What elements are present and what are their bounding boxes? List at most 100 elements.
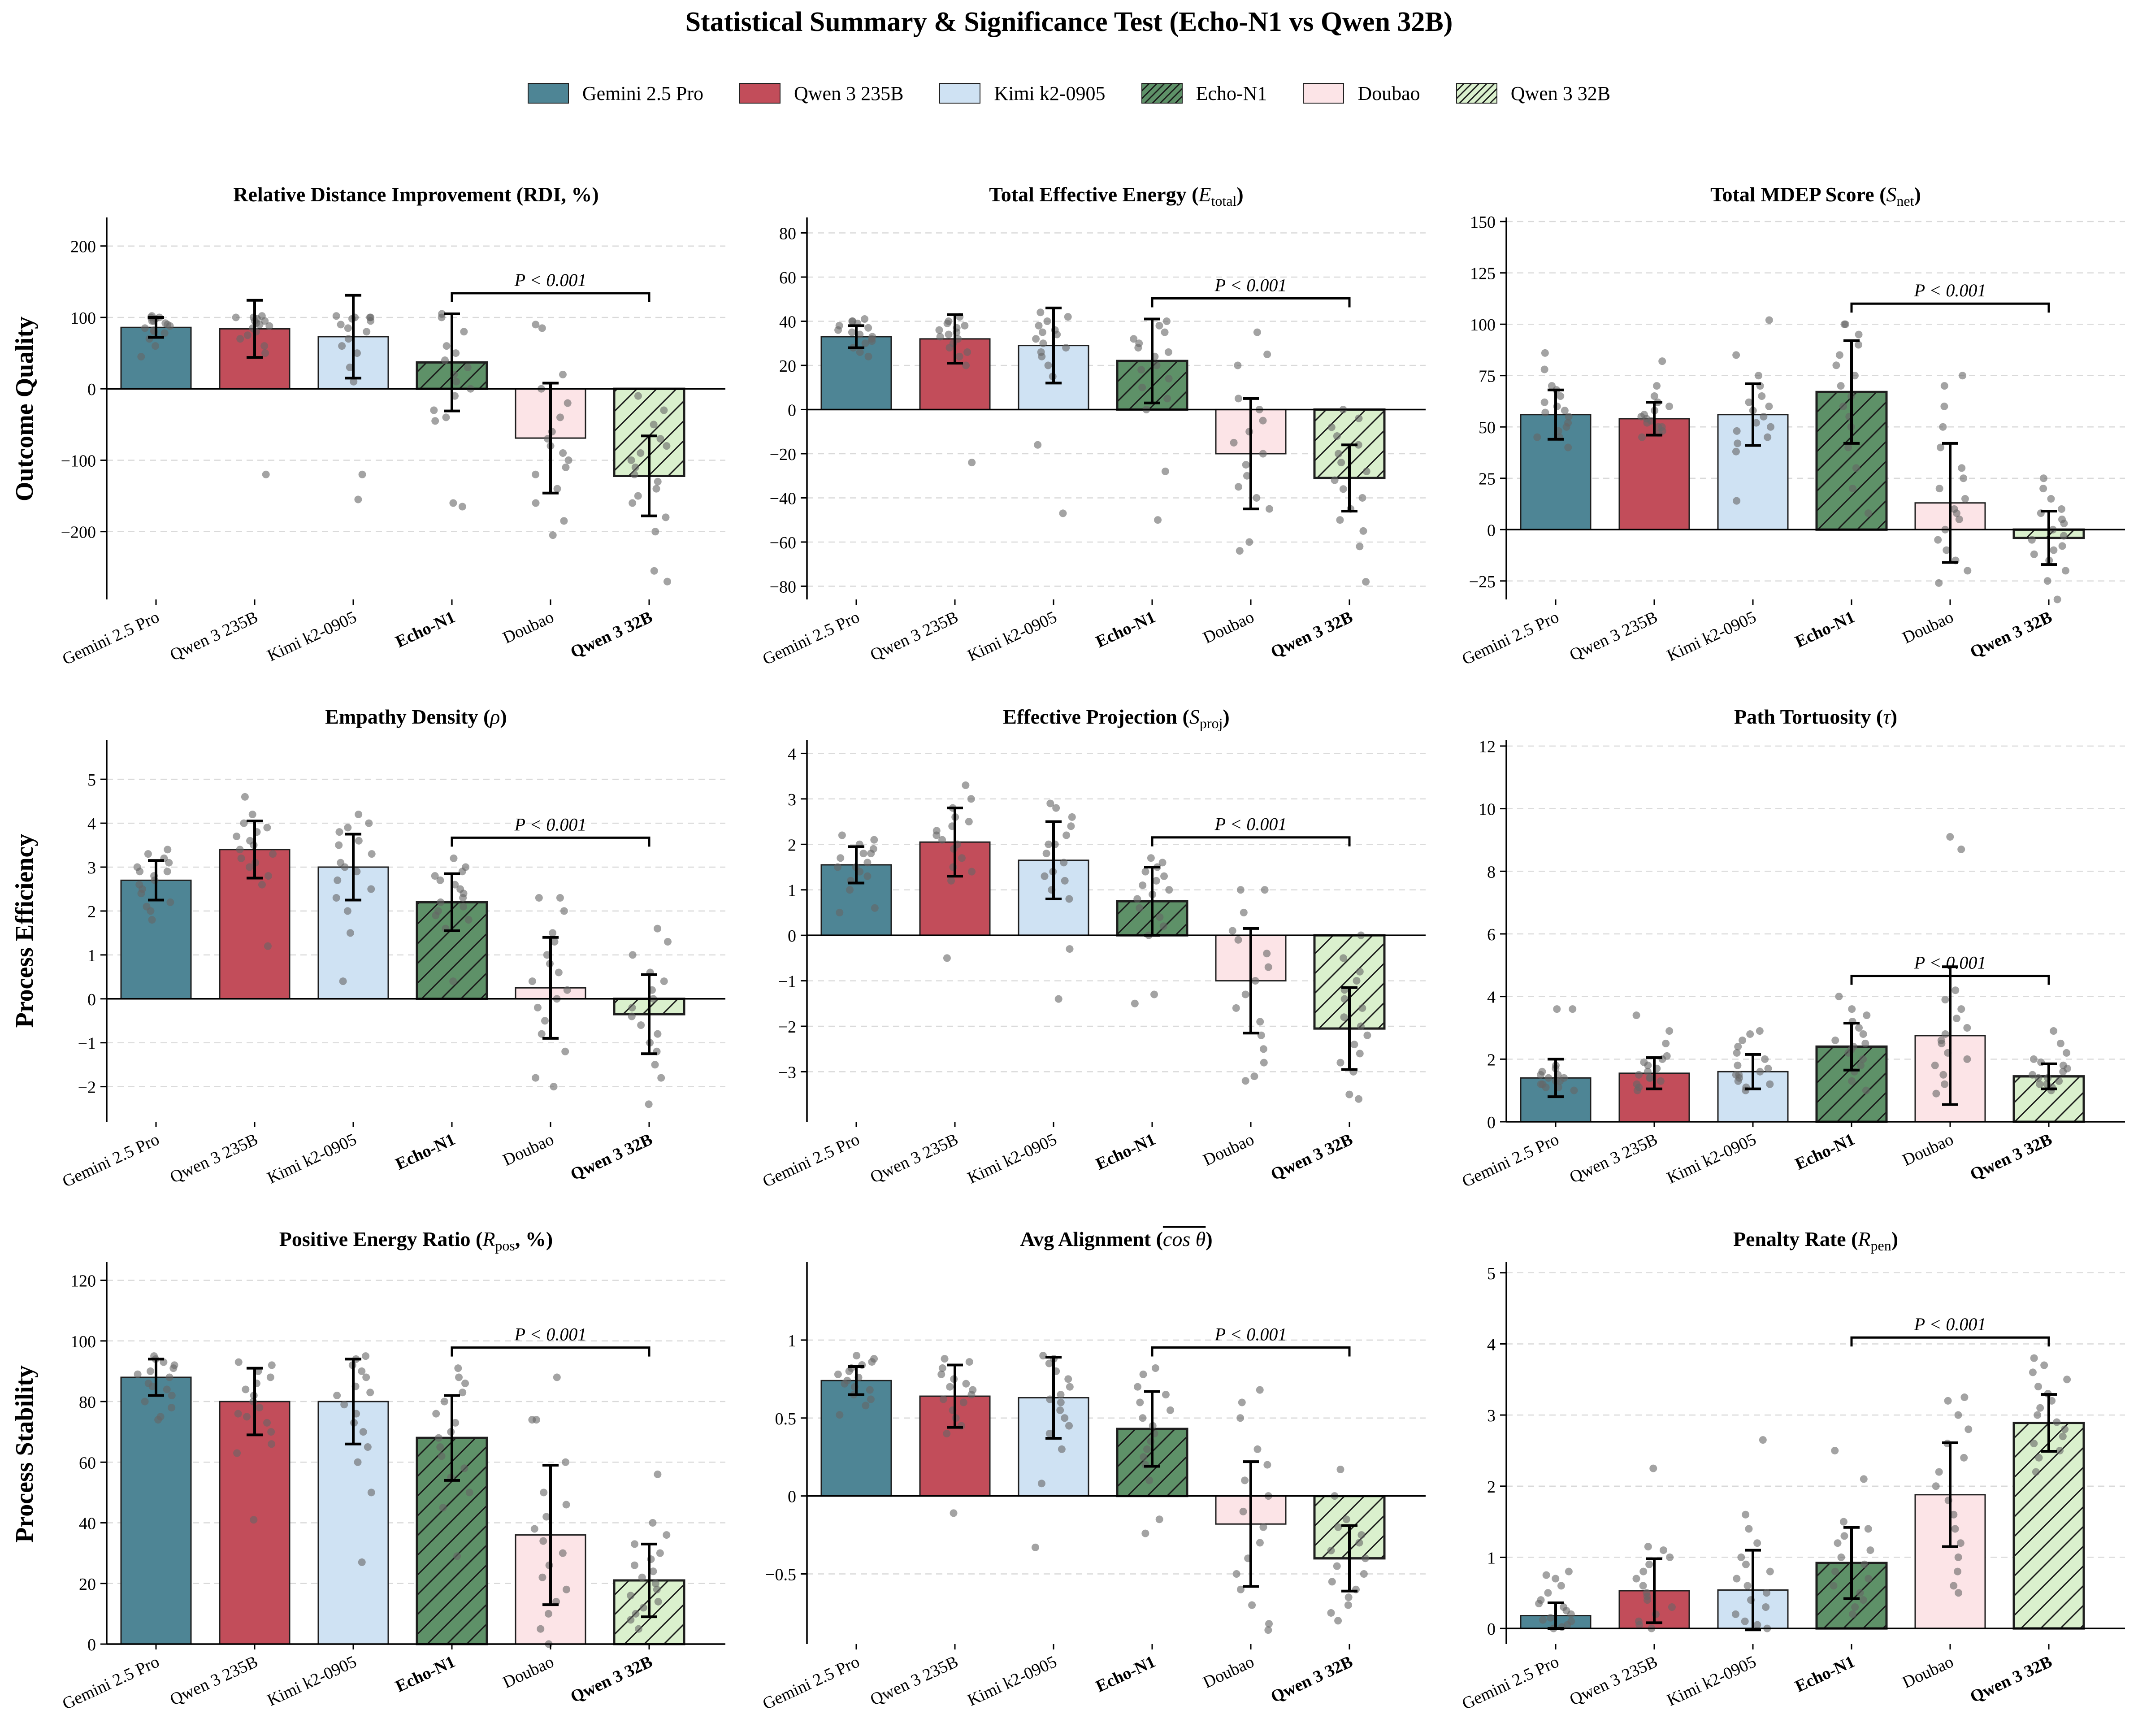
data-point	[1950, 1582, 1958, 1590]
x-tick-label: Doubao	[1899, 1130, 1956, 1170]
data-point	[156, 1413, 165, 1421]
data-point	[268, 1440, 276, 1448]
data-point	[1336, 516, 1344, 524]
data-point	[549, 531, 557, 539]
data-point	[1734, 1042, 1742, 1050]
legend-label-echo: Echo-N1	[1196, 82, 1267, 104]
data-point	[1835, 993, 1843, 1001]
x-tick-label: Echo-N1	[1792, 608, 1858, 651]
data-point	[1952, 986, 1960, 994]
data-point	[2040, 1361, 2048, 1369]
data-point	[1941, 1030, 1949, 1038]
data-point	[236, 846, 244, 854]
data-point	[1164, 348, 1172, 356]
x-tick-label: Qwen 3 32B	[1967, 608, 2055, 662]
data-point	[853, 1352, 861, 1360]
y-tick-label: 0	[1487, 1620, 1496, 1639]
data-point	[1954, 1553, 1962, 1561]
data-point	[1537, 1596, 1545, 1604]
data-point	[436, 1443, 444, 1451]
data-point	[1639, 1567, 1648, 1575]
data-point	[168, 1392, 176, 1400]
data-point	[1236, 886, 1245, 894]
data-point	[1940, 382, 1948, 390]
data-point	[1848, 1610, 1856, 1618]
panel-title-main: Positive Energy Ratio (	[279, 1228, 483, 1250]
data-point	[1540, 398, 1548, 406]
data-point	[1940, 402, 1948, 410]
y-tick-label: 2	[1487, 1478, 1496, 1497]
data-point	[1036, 308, 1045, 317]
data-point	[1732, 447, 1740, 456]
data-point	[1162, 1391, 1170, 1399]
data-point	[1743, 1582, 1752, 1590]
y-tick-label: 4	[87, 815, 96, 833]
data-point	[1165, 375, 1173, 383]
legend-swatch-doubao	[1303, 83, 1344, 104]
data-point	[1863, 1011, 1871, 1020]
data-point	[1259, 1523, 1267, 1531]
data-point	[2053, 595, 2061, 603]
x-tick-label: Kimi k2-0905	[265, 608, 360, 665]
data-point	[553, 1373, 561, 1381]
data-point	[1653, 382, 1661, 390]
data-point	[1665, 402, 1674, 410]
panel-1: −200 −100 0 100 200 Gemini 2.5 Pro Qwen 3 235B…	[60, 183, 725, 669]
data-point	[532, 1074, 540, 1082]
data-point	[1932, 1482, 1940, 1490]
y-tick-label: 80	[779, 224, 796, 243]
y-tick-label: 3	[1487, 1406, 1496, 1425]
significance-bracket	[1151, 297, 1351, 308]
data-point	[441, 356, 449, 365]
data-point	[2039, 485, 2047, 493]
data-point	[135, 881, 143, 889]
data-point	[1861, 1039, 1869, 1047]
data-point	[639, 1604, 647, 1612]
data-point	[1557, 1582, 1565, 1590]
panel-title: Total Effective Energy (Etotal)	[989, 183, 1243, 209]
data-point	[938, 836, 946, 844]
y-tick-label: 4	[1487, 1335, 1496, 1354]
data-point	[555, 968, 563, 976]
significance-label: P < 0.001	[1914, 953, 1986, 973]
data-point	[2063, 1376, 2071, 1384]
data-point	[2060, 532, 2068, 540]
data-point	[834, 863, 842, 871]
data-point	[562, 1501, 570, 1509]
data-point	[134, 1370, 142, 1378]
data-point	[1639, 1582, 1647, 1590]
data-point	[958, 854, 966, 862]
data-point	[464, 916, 473, 924]
data-point	[367, 1489, 375, 1497]
data-point	[637, 1021, 645, 1029]
data-point	[937, 1370, 945, 1378]
data-point	[2050, 546, 2058, 554]
data-point	[353, 868, 361, 876]
data-point	[1045, 840, 1053, 848]
data-point	[870, 836, 878, 844]
data-point	[367, 313, 375, 321]
data-point	[1960, 1393, 1969, 1401]
panel-title-main: Avg Alignment (	[1020, 1228, 1163, 1250]
x-tick-label: Gemini 2.5 Pro	[60, 608, 162, 669]
data-point	[1941, 996, 1949, 1004]
data-point	[1560, 1074, 1568, 1082]
data-point	[1256, 1018, 1264, 1026]
data-point	[1056, 1406, 1064, 1414]
data-point	[144, 850, 152, 858]
panel-title-post: )	[1223, 705, 1229, 728]
data-point	[1137, 366, 1145, 374]
data-point	[1848, 485, 1856, 493]
data-point	[1852, 464, 1860, 472]
data-point	[2036, 1404, 2044, 1412]
x-tick-label: Echo-N1	[1093, 608, 1158, 651]
data-point	[1327, 1609, 1335, 1617]
data-point	[1934, 536, 1942, 544]
data-point	[2058, 542, 2066, 550]
data-point	[530, 1525, 538, 1533]
data-point	[943, 954, 951, 962]
data-point	[354, 1458, 362, 1466]
y-tick-label: 40	[79, 1515, 96, 1533]
data-point	[365, 819, 373, 827]
data-point	[1767, 423, 1775, 431]
